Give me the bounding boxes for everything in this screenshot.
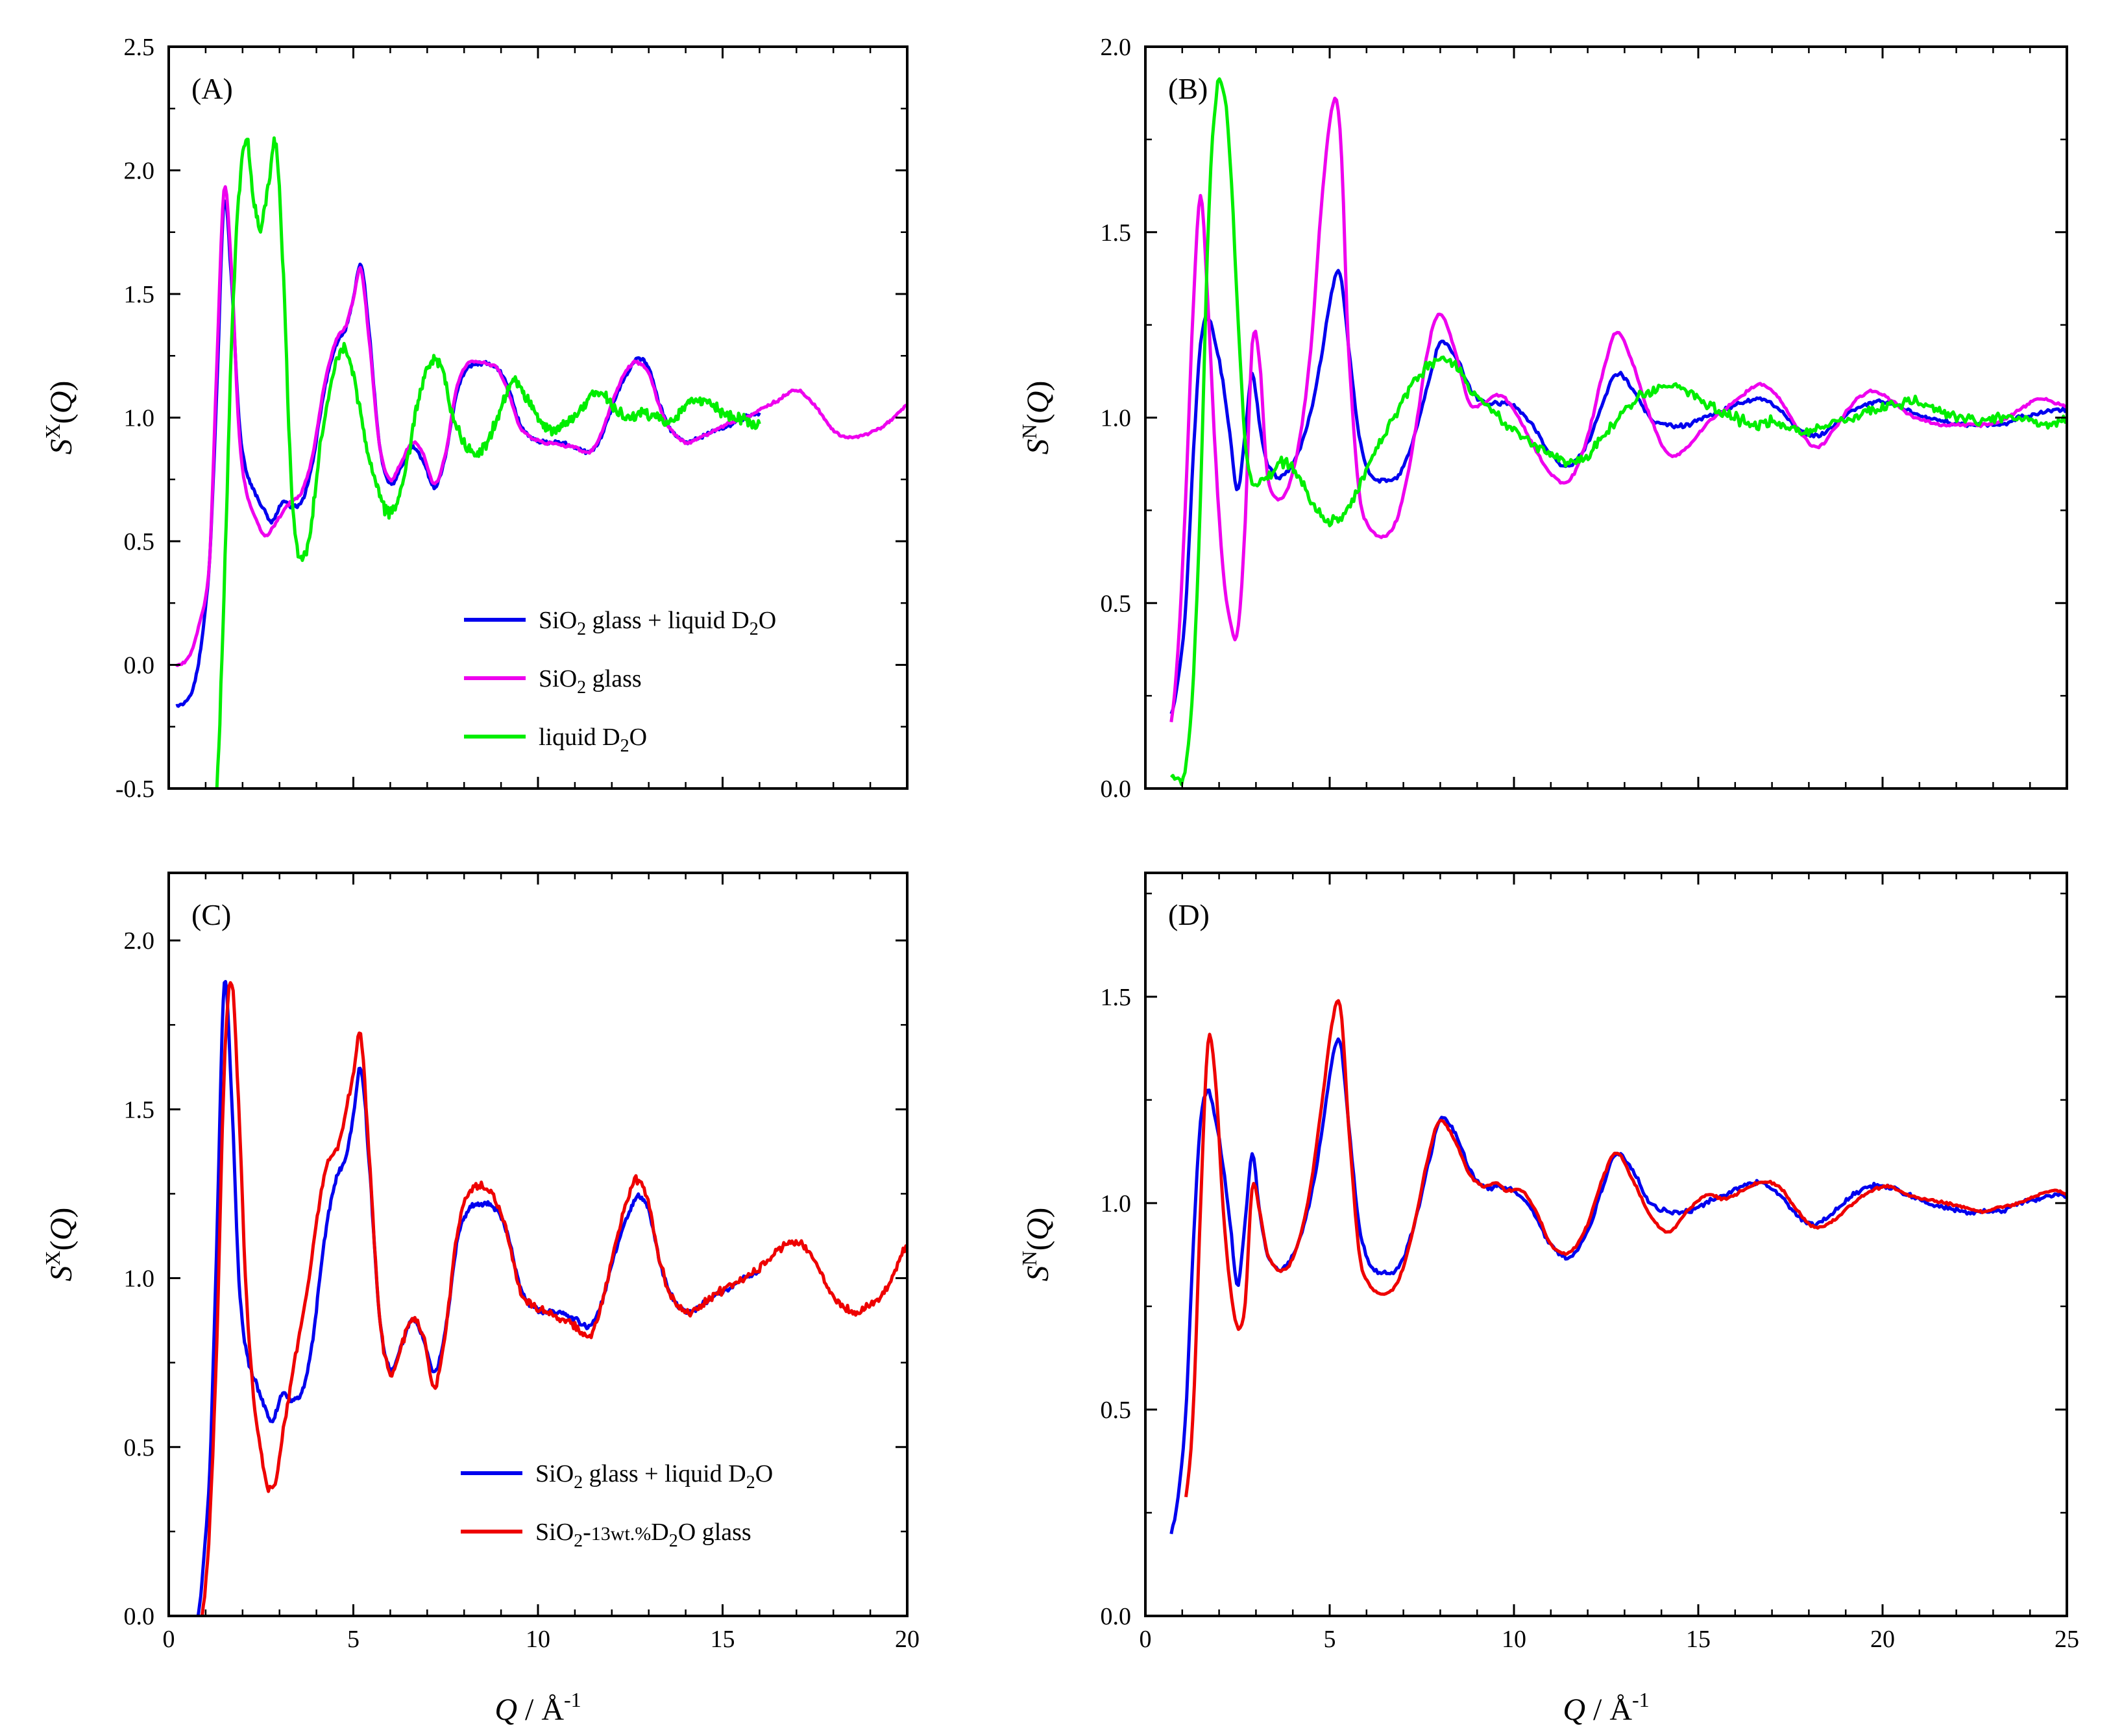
y-tick-label: 0.5 (1101, 1397, 1132, 1424)
series-line-1 (196, 980, 761, 1616)
x-axis-symbol: Q (494, 1693, 517, 1727)
y-tick-label: 0.0 (124, 652, 155, 679)
panel-label: (C) (191, 898, 231, 931)
y-axis-arg: (Q) (1021, 1208, 1055, 1251)
y-tick-label: 1.5 (1101, 219, 1132, 247)
y-tick-label: 1.0 (1101, 1190, 1132, 1217)
y-axis-arg: (Q) (44, 1208, 79, 1251)
y-axis-superscript: X (41, 1251, 64, 1265)
y-axis-superscript: X (41, 424, 64, 439)
series-line-2 (1169, 96, 2067, 722)
series-line-3 (215, 136, 761, 789)
x-tick-label: 5 (1324, 1626, 1336, 1653)
y-axis-title: SN(Q) (1018, 1208, 1055, 1282)
y-axis-title: SX(Q) (41, 1208, 79, 1282)
y-tick-label: 0.5 (124, 1434, 155, 1461)
panel-c: 0 5 10 15 20 0.0 0.5 1.0 1.5 2.0 (C) SX(Q) Q / Å-1 Si… (41, 872, 920, 1727)
series-line-2 (175, 185, 907, 667)
y-tick-label: 0.0 (124, 1603, 155, 1630)
y-tick-label: 1.0 (124, 1265, 155, 1293)
y-tick-label: 1.0 (1101, 405, 1132, 432)
series-line-1 (1169, 269, 2067, 715)
y-tick-label: 2.0 (1101, 34, 1132, 61)
y-tick-label: -0.5 (116, 776, 154, 803)
x-tick-label: 5 (347, 1626, 360, 1653)
y-axis-title: SN(Q) (1018, 381, 1055, 455)
x-tick-label: 15 (1686, 1626, 1711, 1653)
y-axis-arg: (Q) (1021, 381, 1055, 424)
y-tick-label: 1.5 (1101, 984, 1132, 1011)
panel-label: (B) (1168, 72, 1208, 105)
series-line-3 (1169, 77, 2067, 787)
y-tick-label: 0.5 (124, 528, 155, 556)
legend-entry: liquid D2O (539, 724, 647, 756)
series-line-2 (1184, 999, 2067, 1498)
x-axis-superscript: -1 (564, 1688, 581, 1711)
legend: SiO2 glass + liquid D2O SiO2 glass liquid … (464, 607, 776, 756)
y-tick-label: 1.0 (124, 405, 155, 432)
y-tick-label: 2.5 (124, 34, 155, 61)
plot-frame (1144, 872, 2068, 1617)
y-axis-symbol: S (44, 439, 79, 454)
series-line-2 (200, 981, 907, 1616)
series-line-1 (1169, 1037, 2067, 1535)
y-tick-label: 0.0 (1101, 1603, 1132, 1630)
legend-entry: SiO2 glass (539, 665, 642, 698)
y-axis-superscript: N (1018, 424, 1041, 439)
legend-entry: SiO2-13wt.%D2O glass (535, 1519, 751, 1551)
x-tick-label: 25 (2055, 1626, 2079, 1653)
x-tick-label: 0 (1140, 1626, 1152, 1653)
x-axis-title: Q / Å-1 (494, 1688, 581, 1727)
y-tick-label: 0.5 (1101, 590, 1132, 617)
legend-entry: SiO2 glass + liquid D2O (535, 1460, 773, 1493)
y-tick-label: 1.5 (124, 281, 155, 308)
panel-a: -0.5 0.0 0.5 1.0 1.5 2.0 2.5 (A) SX(Q) SiO2 glass… (41, 34, 909, 803)
y-axis-arg: (Q) (44, 381, 79, 424)
y-tick-label: 2.0 (124, 158, 155, 185)
x-tick-label: 20 (895, 1626, 920, 1653)
panel-label: (A) (191, 72, 233, 105)
y-tick-label: 2.0 (124, 927, 155, 955)
y-axis-symbol: S (1021, 1265, 1055, 1281)
x-tick-label: 10 (1502, 1626, 1526, 1653)
x-axis-superscript: -1 (1632, 1688, 1650, 1711)
panel-b: 0.0 0.5 1.0 1.5 2.0 (B) SN(Q) (1018, 34, 2068, 803)
y-axis-superscript: N (1018, 1251, 1041, 1265)
x-tick-label: 0 (163, 1626, 175, 1653)
x-axis-text: / Å (1585, 1693, 1632, 1727)
y-axis-title: SX(Q) (41, 381, 79, 455)
x-axis-title: Q / Å-1 (1563, 1688, 1649, 1727)
panel-d: 0 5 10 15 20 25 0.0 0.5 1.0 1.5 (D) SN(Q) Q / Å-1 (1018, 872, 2079, 1727)
y-tick-label: 0.0 (1101, 776, 1132, 803)
x-tick-label: 10 (526, 1626, 550, 1653)
x-axis-text: / Å (517, 1693, 564, 1727)
panel-label: (D) (1168, 898, 1210, 931)
y-axis-symbol: S (1021, 439, 1055, 454)
x-tick-label: 15 (711, 1626, 735, 1653)
x-axis-symbol: Q (1563, 1693, 1585, 1727)
y-tick-label: 1.5 (124, 1096, 155, 1123)
x-tick-label: 20 (1870, 1626, 1895, 1653)
legend: SiO2 glass + liquid D2O SiO2-13wt.%D2O gl… (461, 1460, 773, 1551)
y-axis-symbol: S (44, 1265, 79, 1281)
legend-entry: SiO2 glass + liquid D2O (539, 607, 776, 639)
